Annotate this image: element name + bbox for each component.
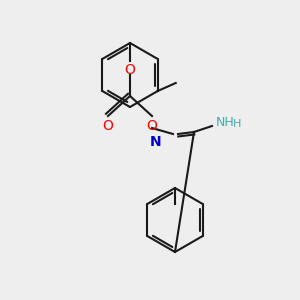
Text: H: H [233, 119, 242, 129]
Text: N: N [150, 135, 162, 149]
Text: O: O [147, 119, 158, 133]
Text: O: O [124, 63, 135, 77]
Text: O: O [103, 119, 113, 133]
Text: NH: NH [216, 116, 235, 128]
